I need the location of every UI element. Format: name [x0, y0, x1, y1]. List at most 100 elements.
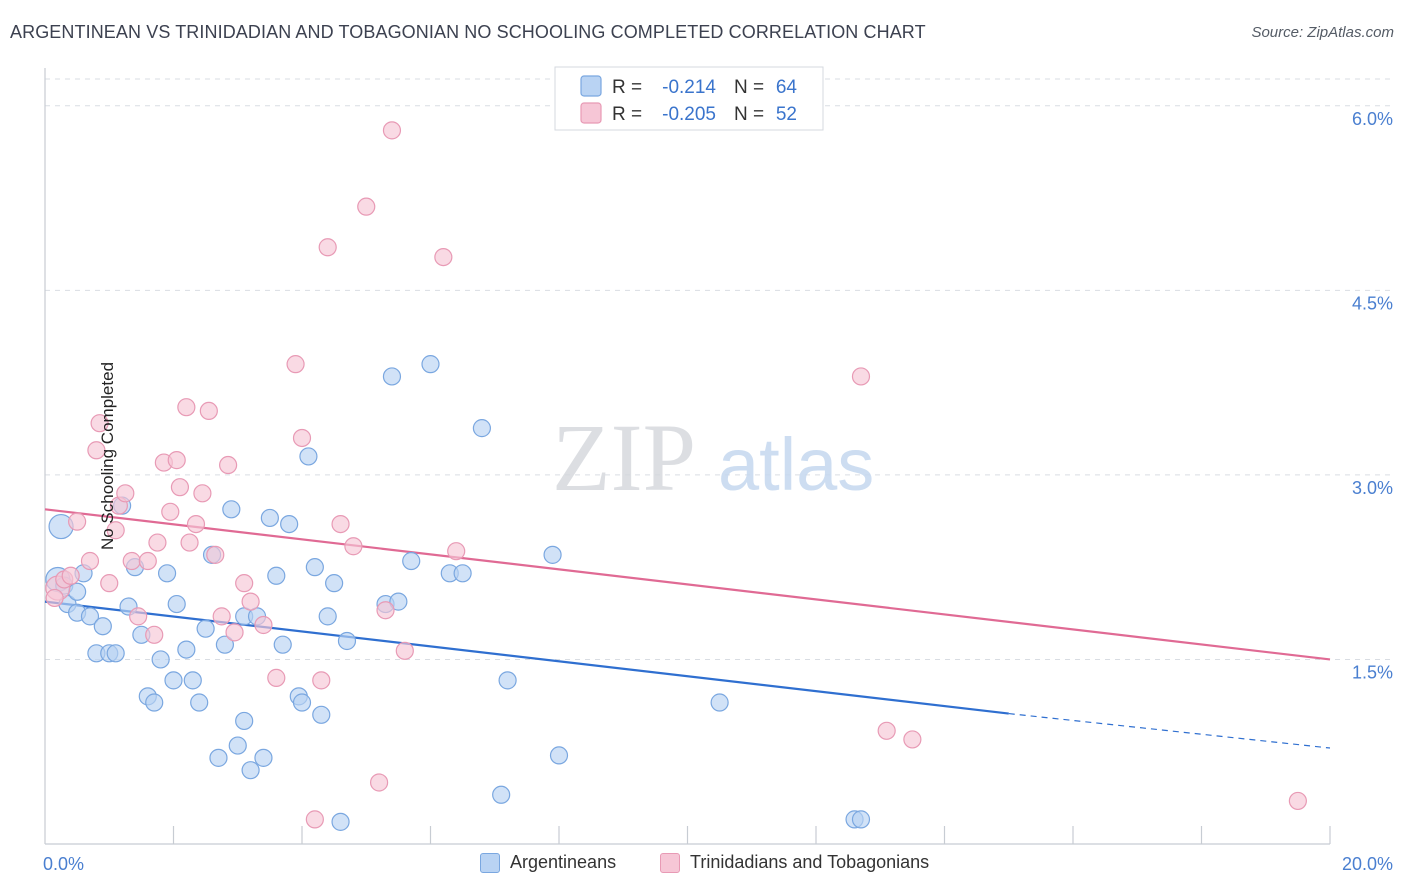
point-argentineans [472, 419, 491, 438]
stats-n-value: 64 [776, 77, 798, 98]
point-trinidadians [344, 537, 363, 556]
point-trinidadians [80, 551, 100, 571]
point-argentineans [190, 693, 209, 712]
legend-item-argentineans[interactable]: Argentineans [480, 852, 616, 873]
axes [44, 68, 1331, 845]
x-tick-label-max: 20.0% [1342, 854, 1393, 874]
point-trinidadians [90, 414, 109, 433]
point-argentineans [280, 514, 299, 534]
point-trinidadians [382, 121, 402, 140]
point-trinidadians [312, 671, 331, 690]
stats-legend: R = -0.214 N = 64 R = -0.205 N = 52 [554, 66, 824, 131]
stats-r-label: R = [612, 77, 642, 98]
point-argentineans [292, 693, 312, 712]
point-trinidadians [376, 601, 395, 620]
point-trinidadians [100, 574, 119, 593]
point-trinidadians [219, 455, 238, 475]
point-argentineans [421, 355, 440, 374]
trend-line-1 [44, 508, 1331, 661]
tick-labels: 1.5% 3.0% 4.5% 6.0% 0.0% 20.0% [43, 109, 1393, 874]
point-trinidadians [199, 401, 218, 420]
point-argentineans [145, 693, 164, 712]
chart-source: Source: ZipAtlas.com [1251, 24, 1394, 41]
point-argentineans [157, 564, 177, 583]
point-argentineans [710, 693, 729, 712]
point-trinidadians [138, 551, 157, 571]
point-trinidadians [434, 247, 453, 267]
point-trinidadians [129, 607, 148, 626]
point-trinidadians [206, 545, 225, 564]
point-argentineans [183, 671, 202, 690]
point-argentineans [318, 607, 337, 626]
point-argentineans [260, 508, 279, 528]
point-trinidadians [145, 625, 164, 644]
point-trinidadians [305, 810, 324, 829]
point-argentineans [549, 746, 569, 765]
point-trinidadians [61, 566, 80, 585]
point-argentineans [267, 566, 286, 585]
point-trinidadians [161, 502, 180, 521]
y-tick-label: 1.5% [1352, 662, 1393, 682]
watermark-zip: ZIP [552, 404, 696, 511]
point-argentineans [177, 640, 196, 659]
point-argentineans [215, 635, 234, 654]
grid-lines [45, 78, 1395, 660]
point-argentineans [241, 761, 260, 780]
point-argentineans [167, 594, 186, 614]
point-argentineans [106, 644, 125, 663]
stats-n-label: N = [734, 77, 764, 98]
point-trinidadians [68, 512, 87, 531]
point-trinidadians [851, 367, 871, 386]
legend-item-trinidadians[interactable]: Trinidadians and Tobagonians [660, 852, 929, 873]
point-trinidadians [292, 428, 312, 448]
point-argentineans [93, 617, 112, 636]
point-trinidadians [241, 592, 260, 611]
point-trinidadians [357, 197, 376, 216]
point-trinidadians [254, 615, 273, 635]
point-argentineans [312, 705, 331, 724]
y-tick-label: 4.5% [1352, 293, 1393, 313]
point-argentineans [228, 736, 247, 755]
stats-n-value: 52 [776, 104, 797, 125]
point-trinidadians [903, 730, 922, 749]
point-trinidadians [318, 238, 337, 257]
point-argentineans [151, 650, 170, 669]
point-argentineans [389, 592, 408, 611]
point-argentineans [164, 671, 183, 690]
point-argentineans [254, 748, 273, 767]
point-trinidadians [180, 533, 199, 552]
point-trinidadians [45, 588, 64, 608]
point-argentineans [382, 367, 402, 386]
y-tick-label: 6.0% [1352, 109, 1393, 129]
point-trinidadians [186, 514, 206, 534]
point-argentineans [68, 582, 87, 601]
data-points [45, 121, 1307, 831]
point-trinidadians [267, 668, 286, 687]
legend-label-trinidadians: Trinidadians and Tobagonians [690, 852, 930, 872]
point-argentineans [222, 500, 241, 519]
stats-r-value: -0.205 [662, 104, 716, 125]
point-trinidadians [286, 355, 305, 374]
point-trinidadians [447, 542, 466, 561]
legend-label-argentineans: Argentineans [510, 852, 617, 872]
point-argentineans [851, 810, 871, 829]
point-argentineans [209, 748, 228, 767]
point-trinidadians [235, 574, 254, 593]
trend-extension-0 [1008, 712, 1331, 749]
x-tick-label-min: 0.0% [43, 854, 84, 874]
point-trinidadians [1288, 791, 1307, 811]
point-argentineans [402, 551, 421, 571]
point-trinidadians [395, 641, 414, 660]
point-trinidadians [331, 514, 350, 534]
legend-swatch-trinidadians [660, 852, 680, 873]
point-argentineans [273, 635, 292, 654]
y-axis-label: No Schooling Completed [98, 361, 118, 551]
point-trinidadians [116, 484, 135, 503]
point-trinidadians [87, 441, 106, 460]
point-argentineans [235, 711, 254, 731]
point-argentineans [453, 564, 472, 583]
point-trinidadians [170, 478, 190, 497]
point-trinidadians [148, 533, 167, 552]
point-trinidadians [106, 521, 125, 540]
